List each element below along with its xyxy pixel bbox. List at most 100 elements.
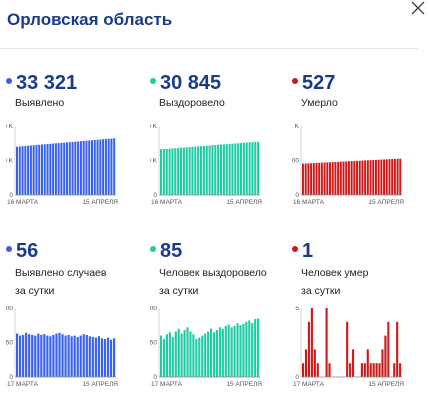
y-tick-label: 20 K — [150, 158, 158, 165]
stat-label: Человек умер за сутки — [301, 264, 368, 300]
stat-label: Выявлено — [15, 94, 64, 112]
chart-bar — [214, 145, 217, 195]
chart-bar — [234, 143, 237, 195]
chart-bar — [231, 143, 234, 195]
stat-label-line: за сутки — [159, 285, 199, 297]
chart-bar — [307, 163, 310, 195]
chart-bar — [242, 323, 245, 377]
chart-bar — [377, 159, 380, 195]
chart-bar — [189, 331, 192, 377]
chart-bar — [328, 363, 331, 377]
chart-bar — [180, 147, 183, 195]
chart-bar — [97, 336, 100, 377]
chart-bar — [38, 144, 41, 195]
stat-label-line: Человек выздоровело — [159, 267, 267, 279]
chart-bar — [198, 337, 201, 377]
chart-bar — [302, 163, 304, 195]
chart-bar — [320, 162, 323, 195]
dot-icon — [6, 245, 12, 252]
chart-bar — [70, 336, 73, 377]
chart-bar — [374, 159, 377, 195]
chart-bar — [364, 160, 367, 195]
chart-bar — [312, 163, 315, 195]
chart-bar — [240, 143, 243, 195]
chart-bar — [94, 337, 97, 377]
chart-bar — [160, 335, 163, 377]
chart-bar — [168, 148, 171, 195]
chart-bar — [211, 145, 214, 195]
chart-bar — [396, 158, 399, 195]
chart-bar — [257, 318, 260, 377]
chart-bar — [21, 146, 24, 195]
chart-bar — [326, 162, 329, 195]
chart-bar — [191, 146, 194, 195]
chart-bar — [29, 145, 32, 195]
chart-bar — [177, 328, 180, 377]
x-end-label: 15 АПРЕЛЯ — [226, 381, 262, 388]
chart-bar — [239, 325, 242, 377]
stat-value-row: 85 — [150, 240, 182, 263]
y-tick-label: 5 — [295, 306, 299, 312]
chart-bar — [52, 334, 55, 377]
chart-bar — [79, 141, 82, 195]
stat-value: 30 845 — [160, 72, 222, 94]
chart-bar — [113, 138, 116, 195]
stat-value: 33 321 — [16, 72, 78, 94]
y-tick-label: 0 — [153, 374, 157, 381]
chart-bar — [337, 161, 340, 195]
chart-bar — [85, 334, 88, 377]
stat-value: 1 — [302, 240, 314, 262]
stat-label: Выявлено случаев за сутки — [15, 264, 106, 300]
chart-bar — [208, 145, 211, 195]
chart-bar — [43, 334, 46, 377]
chart-bar — [230, 327, 233, 377]
dot-icon — [150, 77, 156, 84]
chart-bar — [192, 334, 195, 377]
chart-bar — [251, 323, 254, 377]
chart-bar — [358, 160, 361, 195]
chart-bar — [165, 334, 168, 377]
chart-bar — [245, 321, 248, 377]
chart-bar — [345, 161, 348, 195]
stat-label: Человек выздоровело за сутки — [159, 264, 267, 300]
chart-bar — [361, 160, 364, 195]
dot-icon — [150, 245, 156, 252]
stat-label: Выздоровело — [159, 94, 225, 112]
chart-bar — [204, 333, 207, 377]
chart-bar — [224, 325, 227, 377]
chart-bar — [102, 139, 105, 195]
chart-bar — [82, 334, 85, 377]
chart-bar — [304, 349, 308, 377]
y-tick-label: 40 K — [150, 124, 158, 130]
chart-bar — [222, 144, 225, 195]
chart-bar — [188, 147, 191, 195]
chart-bar — [35, 145, 38, 195]
chart-bar — [162, 149, 165, 195]
stat-label-line: за сутки — [15, 285, 55, 297]
chart-bar — [323, 162, 326, 195]
chart-bar — [318, 162, 321, 195]
chart-bar — [210, 328, 213, 377]
chart-bar — [58, 332, 61, 377]
bar-chart: 0 20 K 40 K 16 МАРТА 15 АПРЕЛЯ — [150, 124, 262, 206]
chart-bar — [217, 144, 220, 195]
chart-bar — [49, 336, 52, 377]
chart-bar — [227, 324, 230, 377]
stat-label-line: Выявлено — [15, 97, 65, 109]
chart-bar — [205, 145, 208, 195]
stat-label-line: Человек умер — [301, 267, 369, 279]
y-tick-label: 40 K — [6, 124, 14, 130]
y-tick-label: 20 K — [6, 158, 14, 165]
chart-bar — [109, 339, 113, 377]
bar-chart: 0 50 100 17 МАРТА 15 АПРЕЛЯ — [6, 306, 118, 388]
bar-chart: 0 5 17 МАРТА 15 АПРЕЛЯ — [293, 306, 404, 388]
chart-bar — [180, 333, 183, 377]
chart-bar — [197, 146, 200, 195]
chart-bar — [366, 349, 369, 377]
close-icon[interactable] — [410, 0, 426, 16]
chart-bar — [233, 325, 236, 377]
chart-bar — [356, 160, 358, 195]
chart-bar — [32, 145, 35, 195]
chart-bar — [110, 138, 113, 195]
chart-bar — [40, 334, 43, 377]
